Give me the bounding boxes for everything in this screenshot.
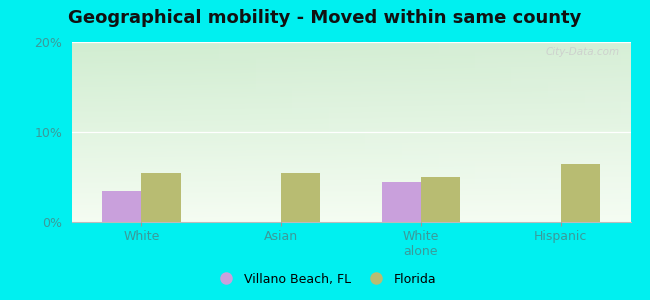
Bar <box>102 190 142 222</box>
Bar <box>382 182 421 222</box>
Text: Geographical mobility - Moved within same county: Geographical mobility - Moved within sam… <box>68 9 582 27</box>
Bar <box>421 177 460 222</box>
Legend: Villano Beach, FL, Florida: Villano Beach, FL, Florida <box>209 268 441 291</box>
Bar <box>281 172 320 222</box>
Bar <box>560 164 600 222</box>
Text: City-Data.com: City-Data.com <box>545 47 619 57</box>
Bar <box>142 172 181 222</box>
